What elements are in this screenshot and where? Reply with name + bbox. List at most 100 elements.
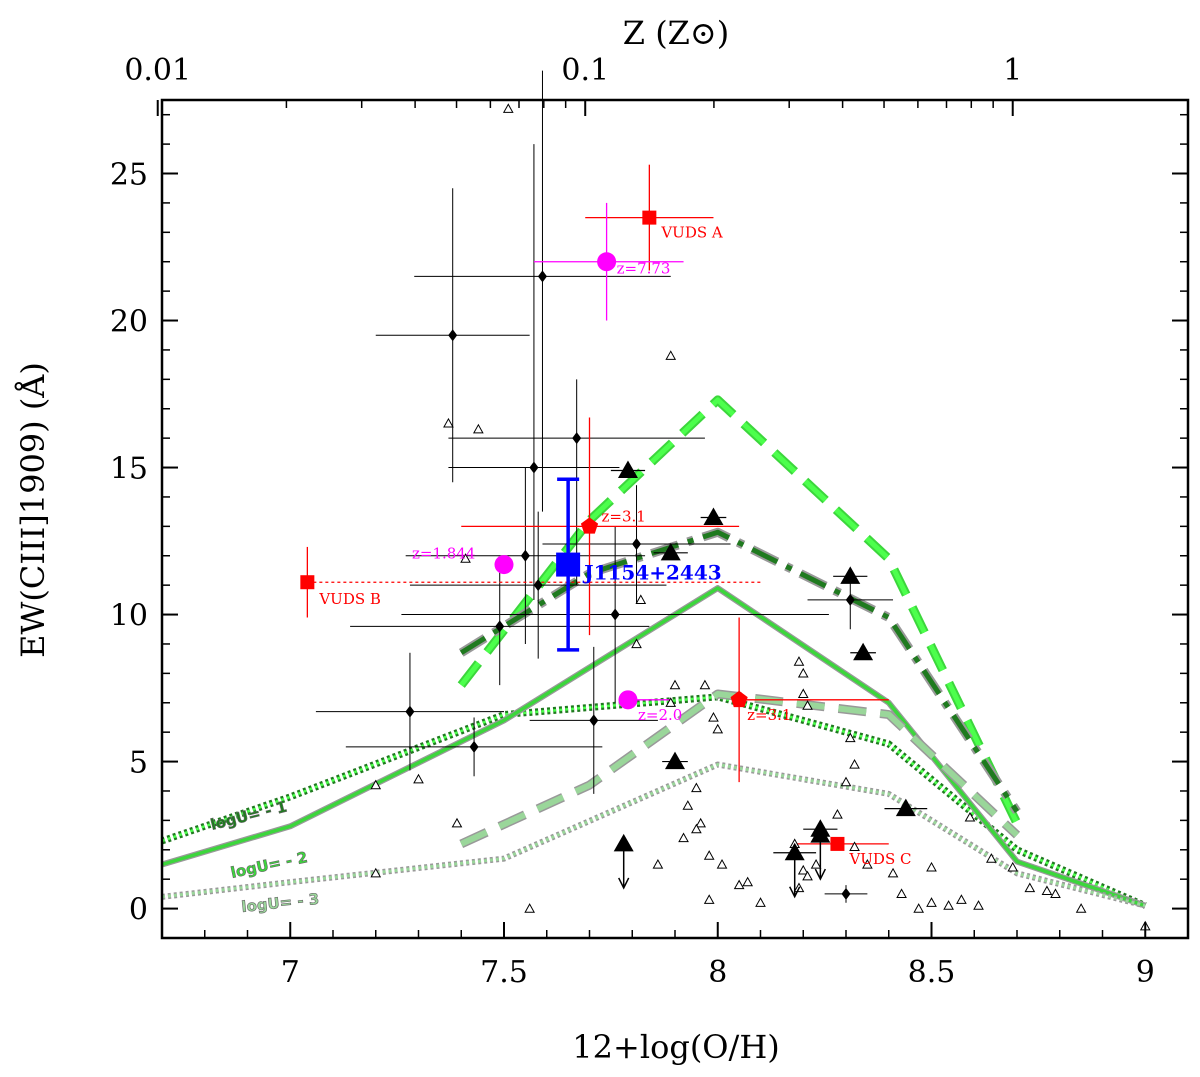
open-triangle-point <box>682 800 694 810</box>
x-axis-title: 12+log(O/H) <box>572 1028 779 1066</box>
open-triangle-point <box>964 811 976 822</box>
open-triangle-point <box>708 711 719 722</box>
y-axis-title: EW(CIII]1909) (Å) <box>14 362 52 658</box>
model-curve-logu-2-core <box>161 586 1146 908</box>
diamond-point <box>589 714 599 727</box>
diamond-point <box>529 461 539 474</box>
magenta-circle-point <box>494 555 514 575</box>
diamond-point <box>469 740 479 753</box>
open-triangle-point <box>370 779 382 790</box>
upper-limit-arrow-head <box>618 877 630 890</box>
vuds-square-point <box>830 836 845 851</box>
open-triangle-point <box>678 832 689 843</box>
circle-redshift-label: z=7.73 <box>617 260 671 278</box>
filled-triangle-point <box>617 460 638 478</box>
open-triangle-point <box>712 723 724 734</box>
annotations-layer: VUDS A VUDS B VUDS C z=3.1 z=3.1 z=7.73 z=1.84… <box>318 224 911 868</box>
vuds-label: VUDS A <box>660 224 723 242</box>
open-triangle-point <box>1024 882 1036 893</box>
diamond-point <box>520 549 530 562</box>
open-triangle-point <box>370 867 382 878</box>
open-triangle-point <box>733 879 745 890</box>
magenta-circle-point <box>618 690 638 710</box>
model-curve-dash-light-core <box>459 690 1020 847</box>
filled-triangle-point <box>840 566 861 584</box>
open-triangle-point <box>844 732 856 743</box>
open-triangle-point <box>849 758 860 769</box>
diamond-point <box>405 705 415 718</box>
open-triangle-point <box>802 870 813 881</box>
open-triangle-point <box>631 638 642 649</box>
circle-redshift-label: z=1.844 <box>412 545 475 563</box>
open-triangle-point <box>896 888 907 898</box>
open-triangle-point <box>703 894 715 904</box>
top-axis-title: Z (Z⊙) <box>623 14 729 52</box>
model-curve-dash-dark-core <box>459 529 1020 813</box>
open-triangle-point <box>695 817 706 828</box>
diamond-point <box>533 579 543 592</box>
open-triangle-point <box>793 656 805 666</box>
open-triangle-point <box>635 594 647 604</box>
pentagon-redshift-label: z=3.1 <box>747 706 791 724</box>
diamond-point <box>632 537 642 550</box>
open-triangle-point <box>797 688 809 699</box>
diamond-point <box>537 270 547 283</box>
target-square-point <box>556 552 581 577</box>
open-triangle-point <box>460 553 471 563</box>
diamond-point <box>572 432 582 445</box>
model-label-logu-3: logU= - 3 <box>241 890 321 916</box>
axes-layer: 7 7.5 8 8.5 9 0 5 10 15 20 25 0.01 0.1 1 <box>110 53 1189 990</box>
open-triangle-point <box>1050 888 1061 898</box>
vuds-square-point <box>642 210 657 225</box>
open-triangle-point <box>862 858 873 869</box>
open-triangle-point <box>797 667 809 678</box>
filled-triangle-point <box>853 642 874 661</box>
open-triangle-point <box>524 903 535 913</box>
open-triangle-point <box>443 417 454 428</box>
y-tick-label: 15 <box>110 452 148 487</box>
filled-triangle-point <box>613 833 634 852</box>
open-triangle-point <box>669 679 681 690</box>
open-triangle-point <box>1075 903 1087 913</box>
open-triangle-point <box>849 841 860 851</box>
y-tick-label: 0 <box>129 893 148 928</box>
filled-triangle-point <box>784 842 805 861</box>
open-triangle-point <box>887 867 899 878</box>
filled-triangle-point <box>703 507 724 526</box>
diamond-point <box>845 593 855 606</box>
y-tick-label: 20 <box>110 305 148 340</box>
vuds-label: VUDS C <box>848 850 911 868</box>
open-triangle-point <box>1041 885 1053 896</box>
magenta-circle-point <box>597 252 617 272</box>
open-triangle-point <box>703 850 715 860</box>
filled-triangle-point <box>660 542 681 561</box>
open-triangle-point <box>699 679 711 690</box>
diamond-point <box>448 329 458 342</box>
error-bars-layer <box>306 70 928 903</box>
y-tick-label: 10 <box>110 599 148 634</box>
open-triangle-point <box>716 858 728 869</box>
open-triangle-point <box>413 773 424 784</box>
open-triangle-point <box>802 700 813 710</box>
model-curve-logu-1-core <box>161 695 1146 907</box>
open-triangle-point <box>1007 861 1019 872</box>
open-triangle-point <box>973 900 984 910</box>
open-triangle-point <box>691 782 702 793</box>
x-tick-label: 7 <box>281 955 300 990</box>
top-tick-label: 1 <box>1003 53 1022 88</box>
open-triangle-point <box>665 350 677 360</box>
y-tick-label: 25 <box>110 158 148 193</box>
open-triangle-point <box>742 876 754 887</box>
upper-limit-arrow-head <box>814 868 827 881</box>
open-triangle-point <box>665 697 677 707</box>
diamond-point <box>610 608 620 621</box>
open-triangle-point <box>810 858 822 869</box>
y-tick-label: 5 <box>129 746 148 781</box>
open-triangle-point <box>652 858 664 869</box>
open-triangle-point <box>943 900 954 910</box>
model-curve-dash-bright-core <box>459 397 1020 825</box>
model-label-logu-2: logU= - 2 <box>229 848 309 882</box>
x-tick-label: 8 <box>708 955 727 990</box>
target-label: J1154+2443 <box>582 561 722 585</box>
